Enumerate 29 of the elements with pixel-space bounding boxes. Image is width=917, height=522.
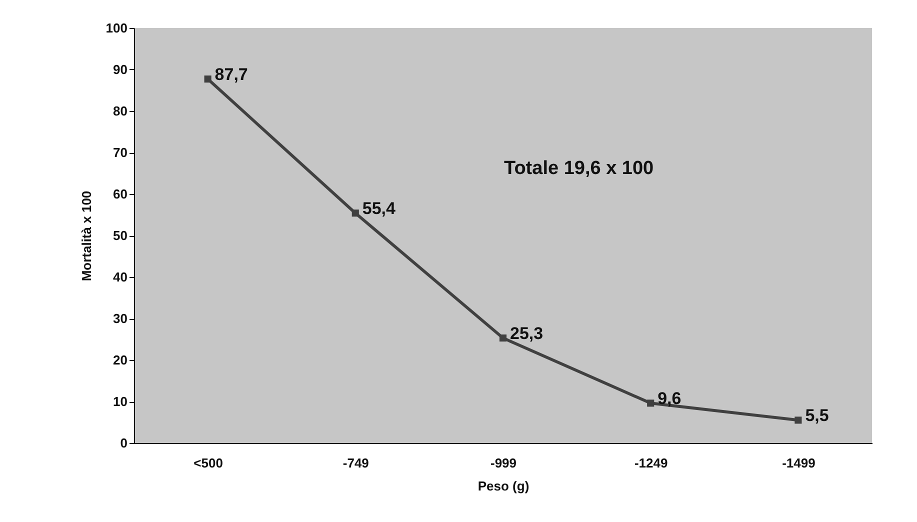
y-tick-label: 20 bbox=[113, 352, 128, 368]
y-tick-label: 60 bbox=[113, 186, 128, 202]
data-label: 5,5 bbox=[805, 406, 829, 426]
y-tick-label: 80 bbox=[113, 104, 128, 118]
point bbox=[204, 76, 212, 83]
x-tick-label: -999 bbox=[490, 456, 517, 470]
x-tick-label: <500 bbox=[194, 456, 223, 470]
data-label: 55,4 bbox=[362, 199, 396, 218]
y-tick-label: 50 bbox=[113, 228, 128, 243]
data-label: 87,7 bbox=[214, 65, 248, 84]
y-tick-label: 30 bbox=[113, 311, 128, 326]
point bbox=[499, 334, 507, 342]
x-tick-label: -1499 bbox=[782, 456, 816, 470]
y-tick-label: 90 bbox=[113, 62, 128, 77]
y-tick-label: 70 bbox=[113, 145, 128, 160]
y-tick-label: 0 bbox=[120, 436, 128, 450]
y-tick-label: 40 bbox=[113, 270, 128, 284]
x-tick-label: -1249 bbox=[634, 456, 668, 470]
annotation: Totale 19,6 x 100 bbox=[504, 158, 654, 179]
point bbox=[352, 210, 359, 217]
point bbox=[794, 416, 802, 424]
y-tick-label: 10 bbox=[113, 394, 128, 409]
point bbox=[647, 400, 654, 407]
x-axis-title: Peso (g) bbox=[478, 478, 530, 494]
y-tick-label: 100 bbox=[106, 20, 128, 36]
y-axis-title: Mortalità x 100 bbox=[78, 190, 94, 282]
data-label: 9,6 bbox=[658, 389, 682, 408]
x-tick-label: -749 bbox=[342, 456, 369, 470]
data-label: 25,3 bbox=[510, 324, 544, 344]
